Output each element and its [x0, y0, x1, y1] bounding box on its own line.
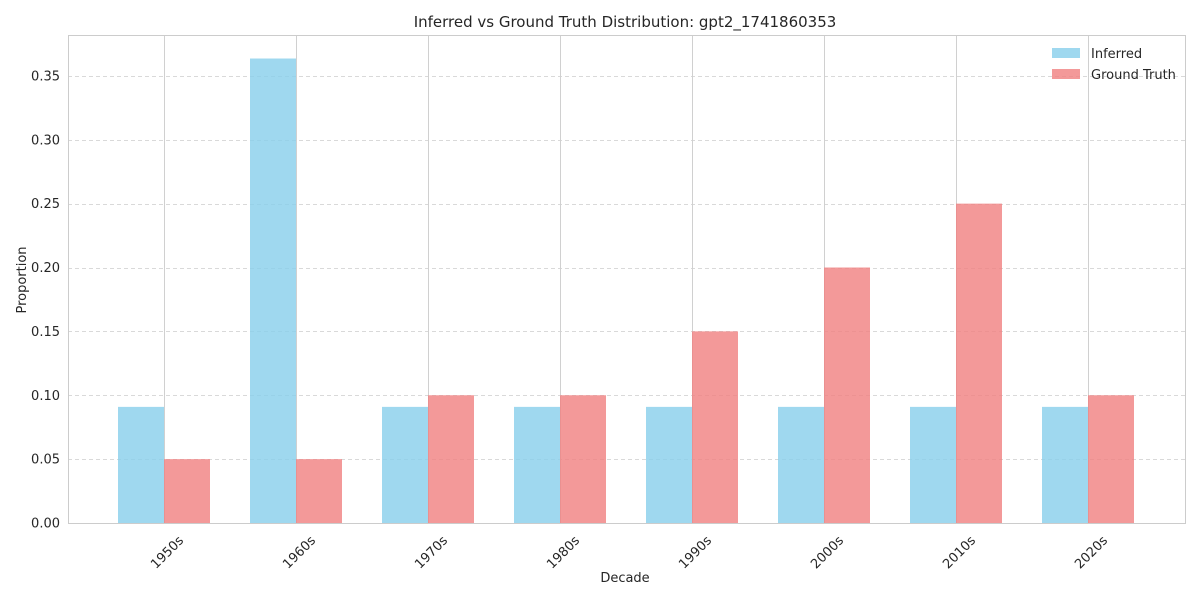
- bar-ground-truth-2020s: [1088, 395, 1134, 523]
- bar-ground-truth-1970s: [428, 395, 474, 523]
- bar-ground-truth-2000s: [824, 267, 870, 523]
- y-tick-label: 0.05: [31, 453, 60, 468]
- x-tick-label: 2000s: [808, 533, 847, 572]
- bar-inferred-2000s: [778, 406, 824, 523]
- chart-title: Inferred vs Ground Truth Distribution: g…: [414, 13, 837, 32]
- bar-inferred-2020s: [1042, 406, 1088, 523]
- x-tick-label: 1950s: [148, 533, 187, 572]
- bar-ground-truth-2010s: [956, 203, 1002, 523]
- y-tick-label: 0.20: [31, 261, 60, 276]
- y-tick-label: 0.35: [31, 69, 60, 84]
- plot-frame: [68, 35, 1186, 524]
- x-tick-labels: 1950s 1960s 1970s 1980s 1990s 2000s 2010s 2020s: [148, 533, 1111, 572]
- bar-ground-truth-1950s: [164, 459, 210, 523]
- bar-ground-truth-1960s: [296, 459, 342, 523]
- bar-inferred-1960s: [250, 58, 296, 523]
- x-tick-label: 1960s: [280, 533, 319, 572]
- bar-inferred-1950s: [118, 406, 164, 523]
- legend-swatch-ground-truth: [1052, 69, 1080, 79]
- y-tick-label: 0.15: [31, 325, 60, 340]
- legend-swatch-inferred: [1052, 48, 1080, 58]
- x-tick-label: 2020s: [1072, 533, 1111, 572]
- y-tick-label: 0.25: [31, 197, 60, 212]
- x-tick-label: 1980s: [544, 533, 583, 572]
- grid-layer: [68, 35, 1185, 523]
- legend: Inferred Ground Truth: [1052, 47, 1176, 83]
- bars-layer: [118, 58, 1134, 523]
- y-tick-labels: 0.00 0.05 0.10 0.15 0.20 0.25 0.30 0.35: [31, 69, 60, 531]
- x-tick-label: 2010s: [940, 533, 979, 572]
- bar-inferred-2010s: [910, 406, 956, 523]
- y-tick-label: 0.00: [31, 517, 60, 532]
- x-axis-label: Decade: [600, 571, 649, 586]
- x-tick-label: 1970s: [412, 533, 451, 572]
- y-tick-label: 0.30: [31, 133, 60, 148]
- bar-inferred-1980s: [514, 406, 560, 523]
- bar-ground-truth-1990s: [692, 331, 738, 523]
- bar-inferred-1970s: [382, 406, 428, 523]
- y-axis-label: Proportion: [15, 246, 30, 313]
- legend-label-ground-truth: Ground Truth: [1091, 68, 1176, 83]
- x-tick-label: 1990s: [676, 533, 715, 572]
- bar-ground-truth-1980s: [560, 395, 606, 523]
- y-tick-label: 0.10: [31, 389, 60, 404]
- bar-inferred-1990s: [646, 406, 692, 523]
- legend-label-inferred: Inferred: [1091, 47, 1142, 62]
